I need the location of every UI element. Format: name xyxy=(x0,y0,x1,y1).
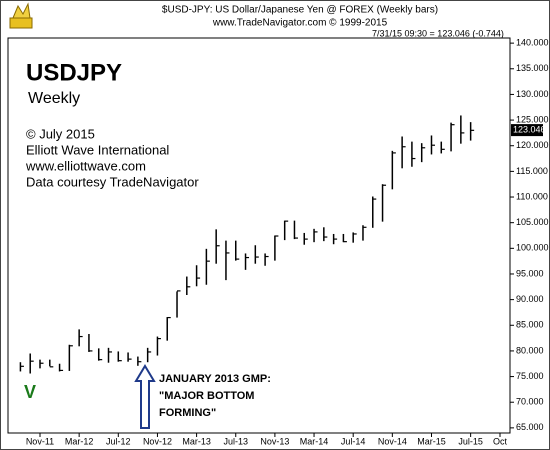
x-tick-label: Nov-14 xyxy=(378,436,407,446)
quote-line: 7/31/15 09:30 = 123.046 (-0.744) xyxy=(372,28,504,38)
header: $USD-JPY: US Dollar/Japanese Yen @ FOREX… xyxy=(162,5,438,16)
y-tick-label: 125.000 xyxy=(516,114,549,124)
x-tick-label: Nov-12 xyxy=(143,436,172,446)
note: Data courtesy TradeNavigator xyxy=(26,174,199,189)
price-label: 123.046 xyxy=(513,124,546,134)
note: © July 2015 xyxy=(26,126,95,141)
x-tick-label: Jul-14 xyxy=(341,436,366,446)
x-tick-label: Jul-12 xyxy=(106,436,131,446)
x-tick-label: Mar-15 xyxy=(417,436,446,446)
chart-subtitle: Weekly xyxy=(28,90,80,107)
y-tick-label: 70.000 xyxy=(516,397,544,407)
wave-label: V xyxy=(24,382,36,402)
y-tick-label: 110.000 xyxy=(516,191,548,201)
x-tick-label: Nov-13 xyxy=(260,436,289,446)
y-tick-label: 85.000 xyxy=(516,320,544,330)
y-tick-label: 65.000 xyxy=(516,422,544,432)
x-tick-label: Nov-11 xyxy=(26,436,54,446)
x-tick-label: Mar-13 xyxy=(182,436,211,446)
annotation: FORMING" xyxy=(159,407,216,419)
x-tick-label: Oct xyxy=(493,436,508,446)
price-marker xyxy=(511,124,543,137)
y-tick-label: 135.000 xyxy=(516,63,549,73)
subheader: www.TradeNavigator.com © 1999-2015 xyxy=(212,18,388,29)
y-tick-label: 100.000 xyxy=(516,243,549,253)
y-tick-label: 105.000 xyxy=(516,217,549,227)
arrow xyxy=(134,364,156,429)
y-tick-label: 95.000 xyxy=(516,268,544,278)
y-tick-label: 80.000 xyxy=(516,345,544,355)
logo xyxy=(9,2,33,29)
y-tick-label: 140.000 xyxy=(516,38,549,48)
x-tick-label: Mar-14 xyxy=(300,436,329,446)
y-tick-label: 90.000 xyxy=(516,294,544,304)
plot-area xyxy=(7,37,511,434)
x-tick-label: Mar-12 xyxy=(65,436,94,446)
chart-title: USDJPY xyxy=(26,59,122,86)
x-tick-label: Jul-15 xyxy=(458,436,483,446)
y-tick-label: 120.000 xyxy=(516,140,549,150)
y-tick-label: 75.000 xyxy=(516,371,544,381)
annotation: "MAJOR BOTTOM xyxy=(159,390,254,402)
y-tick-label: 130.000 xyxy=(516,89,549,99)
x-tick-label: Jul-13 xyxy=(223,436,248,446)
note: Elliott Wave International xyxy=(26,142,169,157)
annotation: JANUARY 2013 GMP: xyxy=(159,373,271,385)
y-tick-label: 115.000 xyxy=(516,166,548,176)
note: www.elliottwave.com xyxy=(25,158,146,173)
